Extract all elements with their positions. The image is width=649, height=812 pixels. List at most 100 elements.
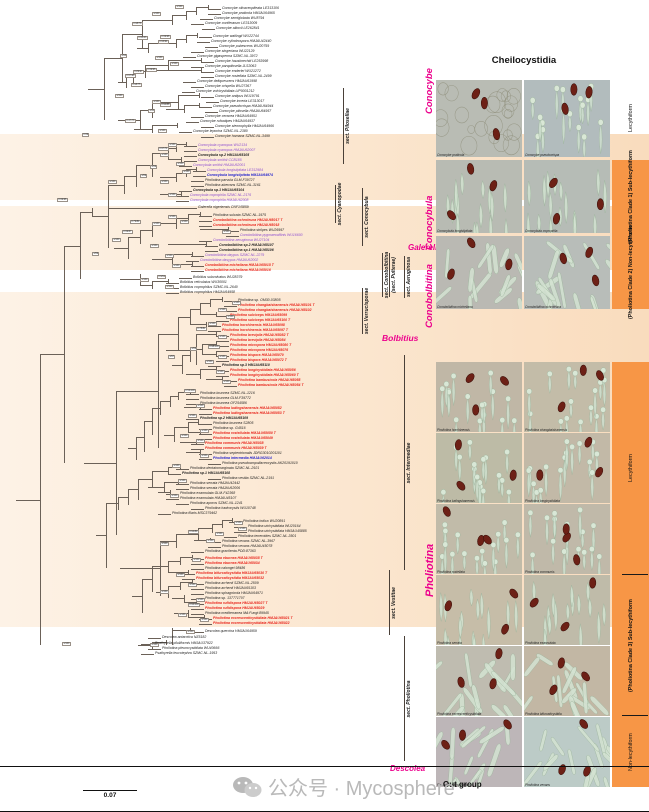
- branch-vertical: [104, 58, 105, 120]
- branch-horizontal: [152, 281, 168, 282]
- branch-horizontal: [216, 320, 229, 322]
- branch-vertical: [168, 60, 169, 70]
- taxon-label: Pholiotina indica WU20891: [243, 519, 286, 523]
- support-value: 0.9/91: [157, 274, 167, 280]
- taxon-label: Pholiotina changbaishanensis HMJAU65101 …: [238, 303, 315, 307]
- branch-vertical: [64, 246, 65, 463]
- genus-label-bolbitius: Bolbitius: [382, 333, 419, 343]
- branch-vertical: [176, 39, 177, 48]
- taxon-label: Pholiotina sp. OM30-03805: [238, 298, 281, 302]
- micrograph-caption: Conocybula longistipitata: [437, 228, 473, 233]
- taxon-label: Pholiotina bispora HMJAU65070: [230, 353, 284, 357]
- branch-vertical: [172, 627, 173, 630]
- branch-horizontal: [186, 398, 199, 400]
- branch-horizontal: [180, 582, 192, 583]
- taxon-label: Pholiotina parvula GLM-F39727: [205, 178, 255, 182]
- taxon-label: Pholiotina striipes WU26997: [240, 228, 285, 232]
- taxon-label: Pholiotina rostellulata HMJAU65049: [213, 436, 273, 440]
- branch-horizontal: [114, 248, 128, 249]
- branch-horizontal: [145, 65, 168, 66]
- micrograph-caption: Conocybe pseudocrispa: [525, 152, 560, 157]
- support-value: 1/100: [200, 453, 209, 459]
- branch-vertical: [216, 351, 217, 357]
- tree-branches: [16, 4, 247, 655]
- branch-horizontal: [191, 608, 204, 610]
- taxon-label: Pholiotina horchinensis HMJAU65097 T: [222, 328, 288, 332]
- support-value: 1/100: [176, 572, 185, 578]
- branch-vertical: [216, 311, 217, 317]
- micrograph-cell: Conocybe praticola: [436, 80, 522, 157]
- branch-vertical: [216, 366, 217, 372]
- branch-vertical: [176, 173, 177, 182]
- support-value: 1/99: [190, 346, 198, 352]
- taxon-label: Pholiotina serrata HMJAU62006: [190, 486, 241, 490]
- support-value: 0.79/84: [130, 219, 141, 225]
- branch-vertical: [188, 422, 189, 432]
- branch-horizontal: [96, 535, 106, 536]
- branch-horizontal: [179, 131, 192, 133]
- branch-horizontal: [193, 170, 206, 172]
- genus-label-pholiotina: Pholiotina: [424, 543, 436, 597]
- branch-horizontal: [191, 116, 204, 118]
- section-label: sect. Pholiotina: [406, 680, 412, 717]
- micrograph-caption: Pholiotina bifurcaticystidia: [525, 711, 562, 716]
- taxon-label: Pholiotina intermedia HMJAU62014: [213, 456, 272, 460]
- branch-horizontal: [186, 403, 199, 405]
- taxon-label: Pholiotina aberrans SZMC-NL-3161: [205, 183, 261, 187]
- branch-horizontal: [182, 91, 195, 93]
- micrograph-cell: Pholiotina rostellata: [436, 504, 522, 574]
- branch-horizontal: [80, 212, 92, 213]
- branch-vertical: [40, 354, 41, 645]
- support-value: 1/100: [218, 307, 227, 313]
- support-value: 1/100: [178, 478, 187, 484]
- branch-vertical: [140, 110, 141, 129]
- branch-vertical: [158, 334, 159, 448]
- branch-horizontal: [166, 292, 179, 294]
- branch-horizontal: [170, 396, 178, 397]
- branch-horizontal: [205, 46, 218, 48]
- taxon-label: Bolbitius subvolvatus WU28379: [193, 275, 243, 279]
- taxon-label: Pholiotina sp. G4516: [213, 426, 246, 430]
- branch-horizontal: [191, 588, 204, 590]
- branch-vertical: [206, 241, 207, 247]
- taxon-label: Conocybe cylindrospora HMJAU42440: [211, 39, 272, 43]
- support-value: 1/100: [155, 55, 164, 61]
- branch-vertical: [188, 609, 189, 617]
- taxon-label: Conobolbitina micheliana HMJAU65016: [205, 268, 271, 272]
- branch-horizontal: [172, 264, 192, 265]
- support-value: 0.99/67: [122, 229, 133, 235]
- branch-horizontal: [116, 391, 158, 392]
- taxon-label: Bolbitius reticulatus WU30001: [180, 280, 227, 284]
- branch-horizontal: [216, 345, 229, 347]
- branch-vertical: [152, 125, 153, 133]
- section-bracket-line: [382, 253, 384, 297]
- support-value: 1/100: [168, 192, 177, 198]
- branch-horizontal: [176, 200, 189, 202]
- support-value: 0.94/89: [188, 529, 199, 535]
- branch-horizontal: [176, 195, 189, 197]
- branch-vertical: [184, 594, 185, 602]
- support-value: 1/100: [158, 128, 167, 134]
- support-value: 1/100: [168, 142, 177, 148]
- branch-horizontal: [137, 48, 148, 49]
- branch-horizontal: [156, 70, 201, 71]
- support-value: 0.94/100: [188, 602, 201, 608]
- support-value: 1/100: [216, 369, 225, 375]
- branch-vertical: [188, 214, 189, 222]
- branch-vertical: [199, 102, 200, 108]
- branch-vertical: [192, 251, 193, 257]
- taxon-label: Conocybe parapilosella JLS3063: [205, 64, 257, 68]
- taxon-label: Pholiotina sphagnicola HMJAU64971: [205, 591, 263, 595]
- taxon-label: Pholiotina exannulata GLM-F42368: [180, 491, 236, 495]
- branch-horizontal: [191, 613, 204, 615]
- support-value: 1/100: [180, 433, 189, 439]
- support-value: 1/100: [152, 221, 161, 227]
- cystidia-type-label: (Pholiotina Clade 1) Sub-lecythiform: [628, 150, 634, 243]
- branch-horizontal: [158, 492, 170, 493]
- branch-horizontal: [208, 330, 221, 332]
- support-value: 0.99/98: [160, 34, 171, 40]
- branch-horizontal: [152, 471, 168, 472]
- branch-horizontal: [64, 246, 80, 247]
- branch-horizontal: [144, 421, 152, 422]
